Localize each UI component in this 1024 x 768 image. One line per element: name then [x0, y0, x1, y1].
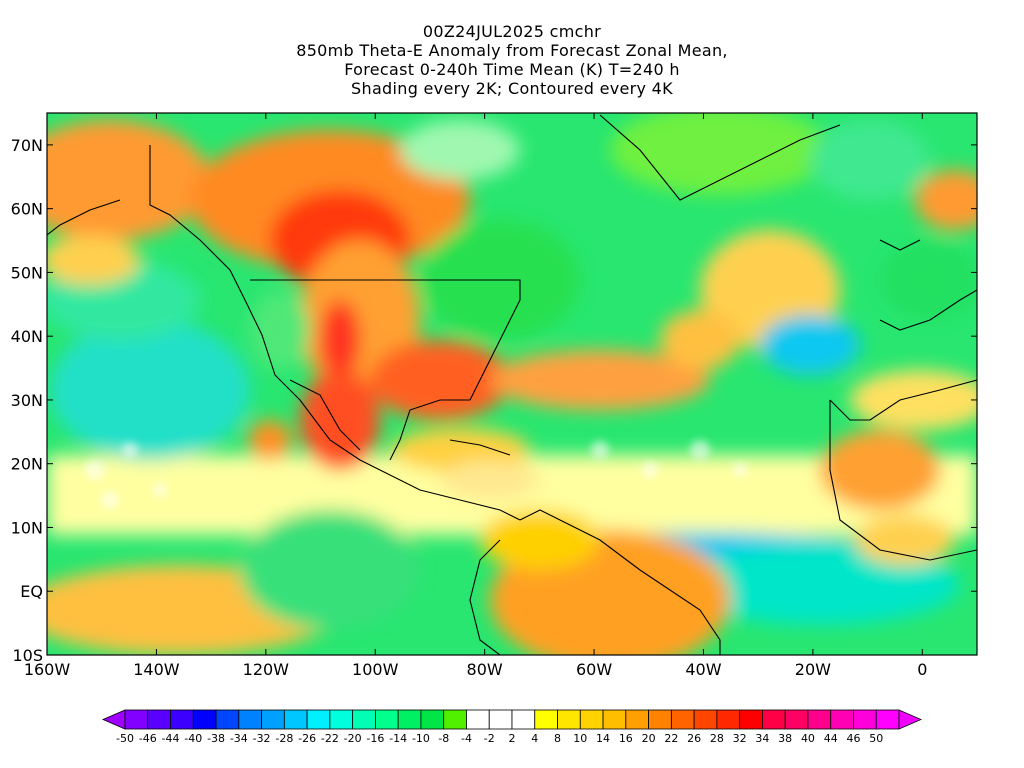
colorbar-swatch: [170, 709, 194, 730]
colorbar-swatch: [124, 709, 149, 730]
colorbar-swatch: [648, 709, 672, 730]
colorbar-label: 28: [710, 732, 724, 745]
colorbar-swatch: [147, 709, 171, 730]
colorbar-swatch: [238, 709, 262, 730]
lon-tick-label: 20W: [795, 660, 831, 679]
lon-tick-label: 100W: [352, 660, 399, 679]
colorbar-label: 2: [509, 732, 516, 745]
colorbar-label: 32: [733, 732, 747, 745]
colorbar-swatch: [488, 709, 513, 730]
colorbar-label: 34: [755, 732, 769, 745]
coastlines: [47, 114, 977, 655]
lat-tick-label: 20N: [11, 455, 43, 474]
colorbar-swatch: [602, 709, 627, 730]
lon-tick-label: 80W: [467, 660, 503, 679]
colorbar-swatch: [898, 709, 923, 730]
colorbar: -50 -46 -44 -40 -38 -34 -32 -28 -26 -22 -20 -16 -14-…: [101, 709, 923, 745]
lon-tick-label: 0: [917, 660, 927, 679]
title-line-2: 850mb Theta-E Anomaly from Forecast Zona…: [296, 41, 728, 60]
colorbar-swatch: [625, 709, 649, 730]
colorbar-label: -10: [412, 732, 430, 745]
colorbar-swatch: [420, 709, 445, 730]
colorbar-label: -22: [321, 732, 339, 745]
colorbar-swatch: [375, 709, 399, 730]
colorbar-label: -8: [438, 732, 449, 745]
colorbar-label: -14: [389, 732, 407, 745]
lon-tick-label: 60W: [576, 660, 612, 679]
colorbar-label: -4: [461, 732, 472, 745]
colorbar-swatch: [875, 709, 900, 730]
colorbar-label: -16: [366, 732, 384, 745]
colorbar-swatch: [466, 709, 490, 730]
colorbar-label: 14: [596, 732, 610, 745]
colorbar-swatch: [511, 709, 536, 730]
colorbar-label: 16: [619, 732, 633, 745]
colorbar-label: 44: [824, 732, 838, 745]
lat-tick-label: 10N: [11, 518, 43, 537]
lat-tick-label: 10S: [12, 646, 43, 665]
lat-tick-label: 70N: [11, 136, 43, 155]
colorbar-swatch: [716, 709, 741, 730]
colorbar-swatch: [807, 709, 832, 730]
colorbar-label: 38: [778, 732, 792, 745]
colorbar-label: -2: [484, 732, 495, 745]
colorbar-swatch: [283, 709, 308, 730]
colorbar-label: -20: [344, 732, 362, 745]
title-line-4: Shading every 2K; Contoured every 4K: [351, 79, 673, 98]
colorbar-label: 10: [573, 732, 587, 745]
lon-tick-label: 40W: [685, 660, 721, 679]
colorbar-swatch: [397, 709, 422, 730]
colorbar-label: -38: [207, 732, 225, 745]
lat-tick-label: 50N: [11, 263, 43, 282]
lat-tick-label: 40N: [11, 327, 43, 346]
lon-tick-label: 140W: [133, 660, 180, 679]
colorbar-swatch: [192, 709, 217, 730]
colorbar-swatch: [670, 709, 695, 730]
colorbar-label: 8: [554, 732, 561, 745]
colorbar-swatch: [534, 709, 558, 730]
axis-ticks: 160W 140W 120W 100W 80W 60W 40W 20W 0 70N 60N 50N 40…: [11, 113, 977, 679]
colorbar-label: -28: [275, 732, 293, 745]
colorbar-swatch: [215, 709, 240, 730]
colorbar-label: 50: [869, 732, 883, 745]
colorbar-label: 46: [846, 732, 860, 745]
colorbar-label: -40: [184, 732, 202, 745]
colorbar-swatch: [739, 709, 763, 730]
colorbar-label: -46: [139, 732, 157, 745]
anomaly-shading: [47, 113, 977, 655]
colorbar-swatch: [306, 709, 331, 730]
colorbar-swatch: [784, 709, 809, 730]
lat-tick-label: 30N: [11, 391, 43, 410]
colorbar-swatch: [443, 709, 467, 730]
colorbar-swatch: [352, 709, 376, 730]
colorbar-swatch: [329, 709, 354, 730]
title-line-3: Forecast 0-240h Time Mean (K) T=240 h: [344, 60, 680, 79]
lat-tick-label: 60N: [11, 200, 43, 219]
colorbar-label: 22: [664, 732, 678, 745]
colorbar-label: 20: [642, 732, 656, 745]
colorbar-label: -26: [298, 732, 316, 745]
colorbar-label: -44: [162, 732, 180, 745]
colorbar-swatch: [579, 709, 604, 730]
colorbar-swatch: [762, 709, 786, 730]
colorbar-label: 40: [801, 732, 815, 745]
lon-tick-label: 120W: [243, 660, 290, 679]
colorbar-swatch: [830, 709, 854, 730]
title-line-1: 00Z24JUL2025 cmchr: [422, 22, 602, 41]
colorbar-swatch: [261, 709, 285, 730]
colorbar-swatch: [557, 709, 581, 730]
colorbar-swatch: [853, 709, 877, 730]
lat-tick-label: EQ: [20, 582, 43, 601]
colorbar-swatch: [101, 709, 126, 730]
colorbar-label: -34: [230, 732, 248, 745]
colorbar-label: -32: [253, 732, 271, 745]
title-block: 00Z24JUL2025 cmchr 850mb Theta-E Anomaly…: [0, 22, 1024, 98]
colorbar-label: 4: [531, 732, 538, 745]
lon-tick-label: 160W: [24, 660, 71, 679]
colorbar-swatch: [693, 709, 718, 730]
colorbar-label: -50: [116, 732, 134, 745]
map-frame: [46, 112, 978, 656]
colorbar-label: 26: [687, 732, 701, 745]
